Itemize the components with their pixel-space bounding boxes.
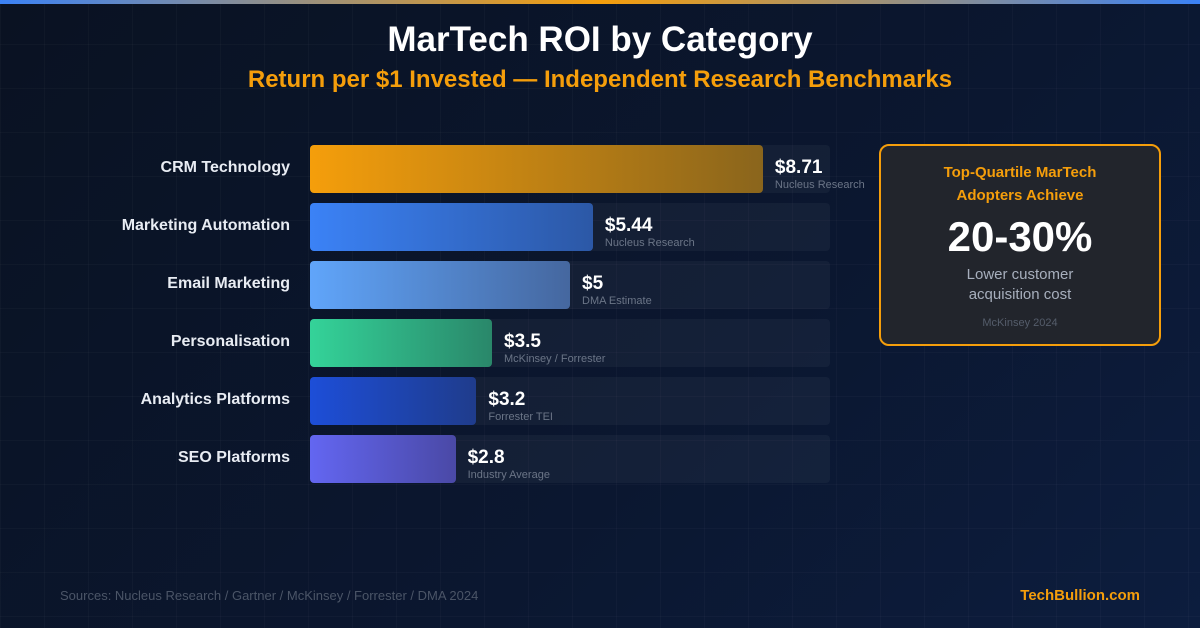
callout-card: Top-Quartile MarTech Adopters Achieve 20…	[879, 144, 1161, 346]
source-label: Nucleus Research	[604, 237, 695, 249]
bar	[310, 145, 763, 193]
callout-description: Lower customer acquisition cost	[966, 266, 1074, 303]
category-label: Marketing Automation	[121, 217, 290, 234]
category-label: Analytics Platforms	[140, 391, 290, 408]
category-label: CRM Technology	[160, 159, 290, 176]
bar-row: Marketing Automation $5.44 Nucleus Resea…	[0, 203, 880, 251]
callout-source: McKinsey 2024	[982, 317, 1058, 329]
source-label: Forrester TEI	[488, 411, 553, 423]
value-label: $5	[582, 273, 604, 294]
bar	[310, 435, 456, 483]
value-label: $5.44	[604, 215, 653, 236]
footer-sources: Sources: Nucleus Research / Gartner / Mc…	[60, 588, 479, 603]
category-label: SEO Platforms	[177, 449, 290, 466]
bar	[310, 319, 492, 367]
chart-title: MarTech ROI by Category	[387, 20, 813, 59]
category-label: Email Marketing	[167, 275, 290, 292]
callout-heading: Top-Quartile MarTech Adopters Achieve	[943, 164, 1097, 204]
value-label: $2.8	[467, 447, 505, 468]
category-label: Personalisation	[170, 333, 290, 350]
bar-row: SEO Platforms $2.8 Industry Average	[0, 435, 880, 483]
source-label: Nucleus Research	[774, 179, 865, 191]
source-label: DMA Estimate	[582, 295, 652, 307]
bar	[310, 203, 593, 251]
bar	[310, 261, 570, 309]
brand-link[interactable]: TechBullion.com	[1020, 587, 1140, 604]
top-accent-line	[0, 0, 1200, 4]
value-label: $8.71	[774, 157, 823, 178]
value-label: $3.2	[488, 389, 526, 410]
value-label: $3.5	[504, 331, 541, 352]
source-label: McKinsey / Forrester	[504, 353, 606, 365]
chart-subtitle: Return per $1 Invested — Independent Res…	[247, 66, 953, 93]
bar	[310, 377, 477, 425]
source-label: Industry Average	[467, 469, 550, 481]
bar-row: CRM Technology $8.71 Nucleus Research	[0, 145, 880, 193]
bar-row: Analytics Platforms $3.2 Forrester TEI	[0, 377, 880, 425]
callout-figure: 20-30%	[947, 213, 1093, 260]
bar-row: Email Marketing $5 DMA Estimate	[0, 261, 880, 309]
bar-row: Personalisation $3.5 McKinsey / Forreste…	[0, 319, 880, 367]
